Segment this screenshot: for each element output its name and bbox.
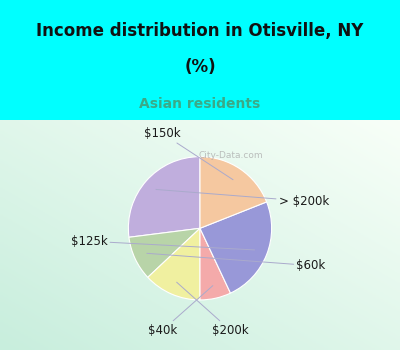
Wedge shape xyxy=(200,228,230,300)
Text: $40k: $40k xyxy=(148,286,213,336)
Text: > $200k: > $200k xyxy=(156,189,329,208)
Text: $150k: $150k xyxy=(144,127,233,180)
Text: $60k: $60k xyxy=(147,253,326,272)
Wedge shape xyxy=(128,157,200,237)
Wedge shape xyxy=(200,157,267,228)
Wedge shape xyxy=(129,228,200,277)
Text: $200k: $200k xyxy=(177,282,248,336)
Text: (%): (%) xyxy=(184,58,216,76)
Text: $125k: $125k xyxy=(70,235,255,250)
Text: Income distribution in Otisville, NY: Income distribution in Otisville, NY xyxy=(36,22,364,40)
Wedge shape xyxy=(200,202,272,293)
Text: City-Data.com: City-Data.com xyxy=(198,151,263,160)
Text: Asian residents: Asian residents xyxy=(139,97,261,111)
Wedge shape xyxy=(148,228,200,300)
